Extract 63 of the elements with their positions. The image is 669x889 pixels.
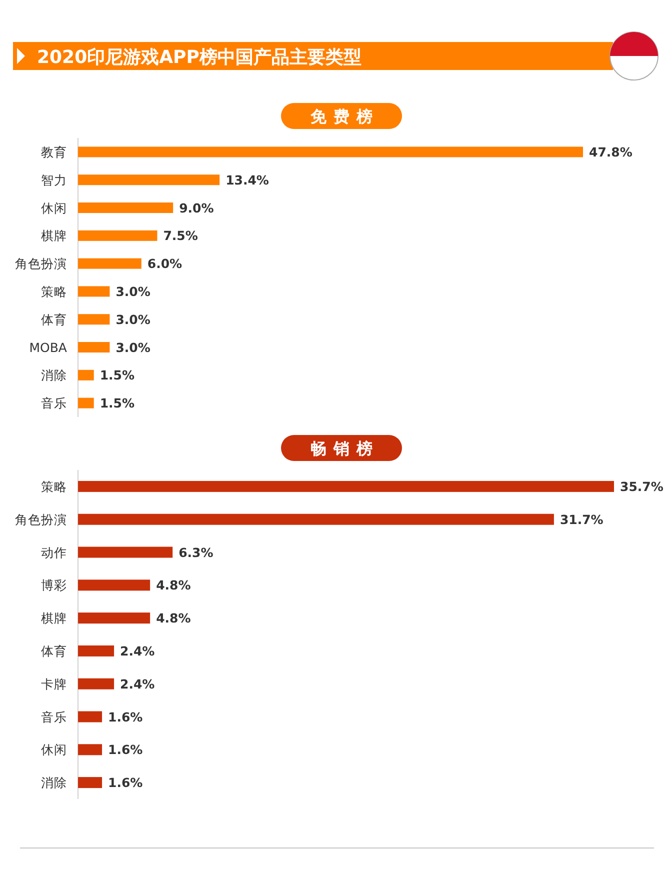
y-tick-label: MOBA [29, 340, 68, 355]
bar [78, 174, 220, 186]
bar [78, 580, 150, 591]
bar [78, 314, 110, 325]
bar [78, 202, 174, 213]
data-label: 2.4% [120, 676, 156, 692]
data-label: 6.3% [178, 544, 214, 560]
data-label: 3.0% [116, 340, 151, 355]
y-tick-label: 智力 [41, 172, 67, 188]
data-label: 4.8% [156, 610, 192, 626]
bar [78, 514, 554, 525]
y-tick-label: 动作 [41, 544, 67, 560]
bar [78, 678, 114, 690]
chart-subtitle: 免费榜 [310, 107, 380, 126]
y-tick-label: 教育 [41, 144, 67, 160]
bar [78, 230, 158, 241]
data-label: 1.6% [108, 775, 144, 790]
y-tick-label: 棋牌 [41, 228, 67, 244]
y-tick-label: 休闲 [41, 742, 67, 758]
data-label: 2.4% [120, 643, 156, 658]
data-label: 1.6% [108, 742, 144, 758]
data-label: 7.5% [163, 228, 198, 244]
bar [78, 258, 142, 269]
data-label: 35.7% [620, 478, 664, 494]
y-tick-label: 角色扮演 [15, 512, 67, 527]
y-tick-label: 棋牌 [41, 610, 67, 626]
bar [78, 546, 173, 558]
bar [78, 286, 110, 297]
data-label: 31.7% [560, 512, 604, 527]
y-tick-label: 策略 [41, 478, 67, 494]
y-tick-label: 卡牌 [41, 676, 67, 692]
y-tick-label: 角色扮演 [15, 256, 67, 272]
y-tick-label: 消除 [41, 368, 67, 383]
y-tick-label: 消除 [41, 775, 67, 790]
data-label: 1.6% [108, 709, 144, 724]
bar [78, 711, 102, 722]
data-label: 6.0% [147, 256, 183, 272]
data-label: 3.0% [116, 284, 151, 299]
data-label: 4.8% [156, 578, 192, 593]
y-tick-label: 体育 [41, 643, 67, 658]
bar [78, 612, 150, 624]
data-label: 47.8% [589, 144, 633, 160]
data-label: 13.4% [226, 172, 270, 188]
bar [78, 146, 583, 158]
chart-title: 2020印尼游戏APP榜中国产品主要类型 [37, 47, 362, 68]
bar [78, 398, 94, 408]
data-label: 1.5% [100, 396, 135, 411]
bar [78, 744, 102, 756]
y-tick-label: 博彩 [41, 578, 67, 593]
y-tick-label: 音乐 [41, 709, 67, 724]
bar [78, 342, 110, 352]
y-tick-label: 策略 [41, 284, 67, 299]
bar [78, 645, 114, 656]
bar [78, 370, 94, 380]
data-label: 1.5% [100, 368, 135, 383]
chart-title: 畅销榜 [310, 439, 380, 458]
data-label: 3.0% [116, 312, 151, 327]
bar [78, 777, 102, 788]
y-tick-label: 休闲 [41, 200, 67, 216]
data-label: 9.0% [179, 200, 214, 216]
bar [78, 480, 614, 492]
y-tick-label: 音乐 [41, 396, 67, 411]
y-tick-label: 体育 [41, 312, 67, 327]
